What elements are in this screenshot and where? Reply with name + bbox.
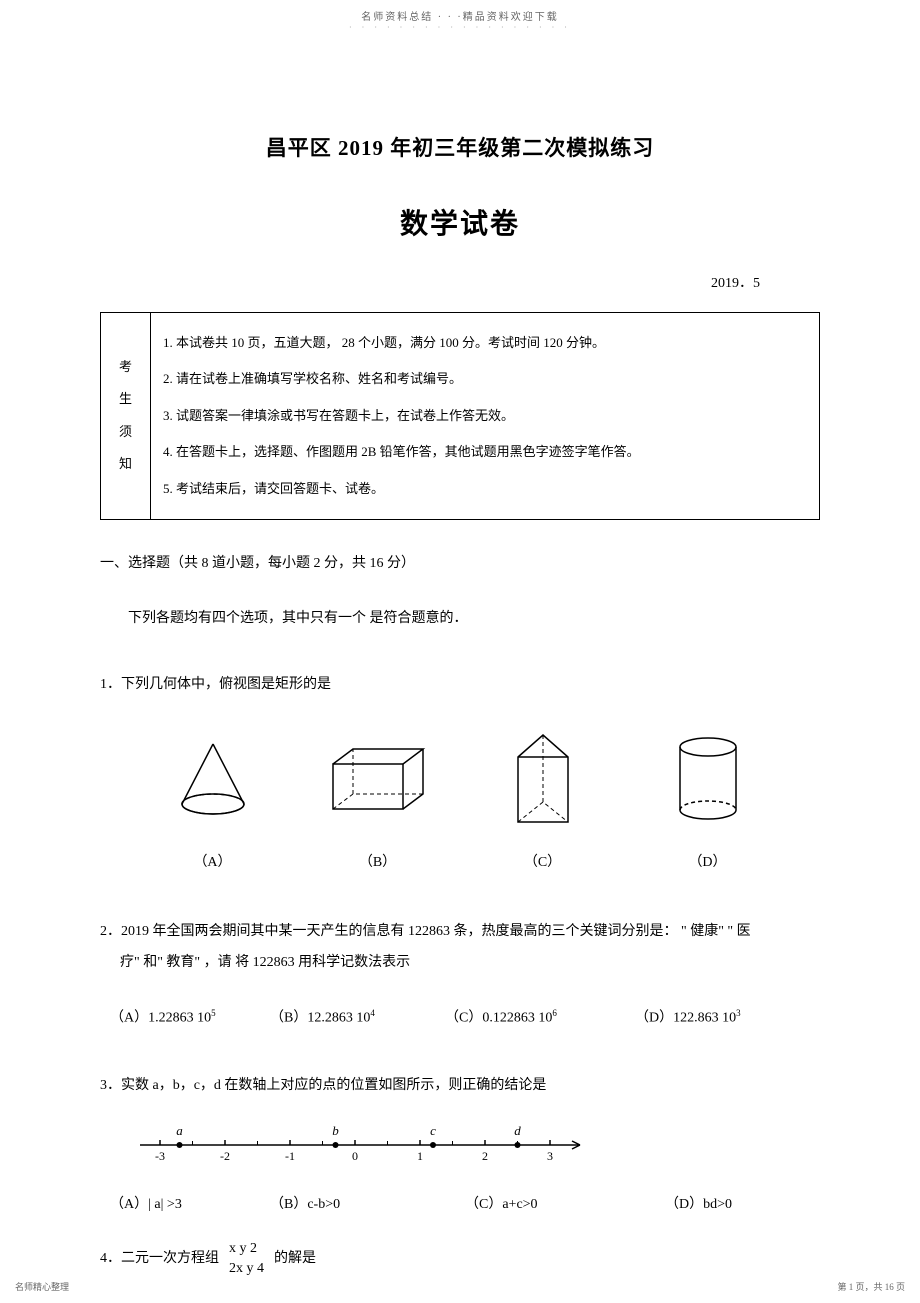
opt-sup: 5 [211,1008,216,1018]
cuboid-icon [323,739,433,819]
notice-left-text: 考生须知 [119,359,132,472]
svg-text:1: 1 [417,1149,423,1163]
opt-text: （B）12.2863 10 [270,1010,370,1025]
header-dots: · · · · · · · · · · · · · · · · · · [0,23,920,32]
opt-sup: 3 [736,1008,741,1018]
q4-eq1: x y 2 [229,1239,264,1259]
q2-option-c: （C）0.122863 106 [445,1004,635,1033]
cone-icon [168,734,258,824]
q2-option-a: （A）1.22863 105 [110,1004,270,1033]
content-area: 一、选择题（共 8 道小题，每小题 2 分，共 16 分） 下列各题均有四个选项… [0,520,920,1279]
notice-item: 1. 本试卷共 10 页，五道大题， 28 个小题，满分 100 分。考试时间 … [163,325,807,361]
shape-cone: （A） [143,729,283,877]
q4-text1: 4．二元一次方程组 [100,1245,219,1273]
q1-label-d: （D） [638,849,778,877]
opt-sup: 6 [552,1008,557,1018]
svg-text:-1: -1 [285,1149,295,1163]
svg-text:-3: -3 [155,1149,165,1163]
question-1: 1．下列几何体中，俯视图是矩形的是 （A） [100,671,820,877]
q2-line1: 2．2019 年全国两会期间其中某一天产生的信息有 122863 条，热度最高的… [100,917,820,948]
q3-option-b: （B）c-b>0 [270,1191,465,1219]
cylinder-icon [668,732,748,827]
q4-text2: 的解是 [274,1245,316,1273]
q1-text: 1．下列几何体中，俯视图是矩形的是 [100,671,820,699]
q1-label-a: （A） [143,849,283,877]
opt-text: （A）1.22863 10 [110,1010,211,1025]
q1-label-b: （B） [308,849,448,877]
exam-title-2: 数学试卷 [0,202,920,242]
svg-text:c: c [430,1123,436,1138]
q1-shapes-row: （A） （B） [130,729,790,877]
notice-left-col: 考生须知 [101,313,151,520]
svg-text:-2: -2 [220,1149,230,1163]
header-note: 名师资料总结 · · ·精品资料欢迎下载 [0,0,920,23]
q2-options: （A）1.22863 105 （B）12.2863 104 （C）0.12286… [110,1004,820,1033]
exam-title-1: 昌平区 2019 年初三年级第二次模拟练习 [0,132,920,162]
q3-option-a: （A）| a| >3 [110,1191,270,1219]
q2-line2: 疗" 和" 教育" ，请 将 122863 用科学记数法表示 [120,948,820,979]
svg-text:2: 2 [482,1149,488,1163]
svg-text:0: 0 [352,1149,358,1163]
notice-right-col: 1. 本试卷共 10 页，五道大题， 28 个小题，满分 100 分。考试时间 … [151,313,820,520]
section-1-header: 一、选择题（共 8 道小题，每小题 2 分，共 16 分） [100,550,820,578]
exam-date: 2019．5 [0,272,920,292]
shape-cuboid: （B） [308,729,448,877]
number-line-svg: -3 -2 -1 0 1 2 3 a b c d [130,1120,600,1165]
notice-item: 2. 请在试卷上准确填写学校名称、姓名和考试编号。 [163,361,807,397]
opt-text: （D）122.863 10 [635,1010,736,1025]
shape-cylinder: （D） [638,729,778,877]
shape-prism: （C） [473,729,613,877]
svg-text:d: d [514,1123,521,1138]
svg-text:a: a [176,1123,183,1138]
subnote-text: 下列各题均有四个选项，其中只有一个 是符合题意的． [128,611,468,626]
question-4: 4．二元一次方程组 x y 2 2x y 4 的解是 [100,1239,820,1278]
notice-item: 5. 考试结束后，请交回答题卡、试卷。 [163,471,807,507]
question-3: 3．实数 a，b，c，d 在数轴上对应的点的位置如图所示，则正确的结论是 -3-… [100,1072,820,1219]
q3-options: （A）| a| >3 （B）c-b>0 （C）a+c>0 （D）bd>0 [110,1191,820,1219]
opt-text: （C）0.122863 10 [445,1010,552,1025]
q2-option-d: （D）122.863 103 [635,1004,741,1033]
q4-eq2: 2x y 4 [229,1259,264,1279]
svg-text:3: 3 [547,1149,553,1163]
footer-right: 第 1 页，共 16 页 [837,1280,905,1293]
q1-label-c: （C） [473,849,613,877]
notice-item: 4. 在答题卡上，选择题、作图题用 2B 铅笔作答，其他试题用黑色字迹签字笔作答… [163,434,807,470]
q3-option-c: （C）a+c>0 [465,1191,665,1219]
svg-text:b: b [332,1123,339,1138]
notice-item: 3. 试题答案一律填涂或书写在答题卡上，在试卷上作答无效。 [163,398,807,434]
section-1-subnote: 下列各题均有四个选项，其中只有一个 是符合题意的． [128,606,820,631]
footer-left: 名师精心整理 [15,1280,69,1293]
q2-option-b: （B）12.2863 104 [270,1004,445,1033]
q3-text: 3．实数 a，b，c，d 在数轴上对应的点的位置如图所示，则正确的结论是 [100,1072,820,1100]
q4-equations: x y 2 2x y 4 [229,1239,264,1278]
q3-number-line: -3 -2 -1 0 1 2 3 a b c d [130,1120,820,1176]
opt-sup: 4 [370,1008,375,1018]
q3-option-d: （D）bd>0 [665,1191,732,1219]
question-2: 2．2019 年全国两会期间其中某一天产生的信息有 122863 条，热度最高的… [100,917,820,1032]
prism-icon [503,727,583,832]
notice-table: 考生须知 1. 本试卷共 10 页，五道大题， 28 个小题，满分 100 分。… [100,312,820,520]
title-section: 昌平区 2019 年初三年级第二次模拟练习 数学试卷 [0,132,920,242]
